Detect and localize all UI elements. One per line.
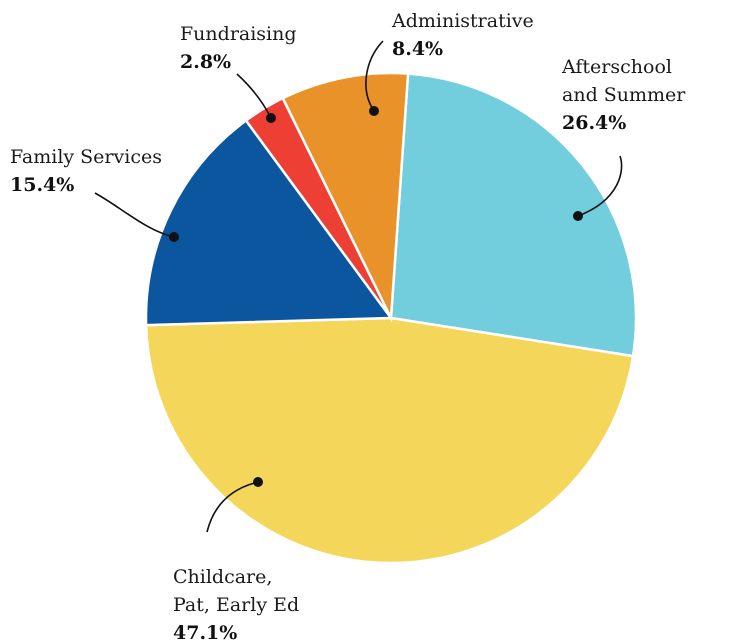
slice-label-line: Family Services: [10, 146, 162, 168]
leader-line-afterschool-and-summer: [577, 155, 623, 217]
slice-label-line: Fundraising: [180, 23, 297, 45]
slice-percent: 47.1%: [173, 622, 237, 642]
leader-dot-family-services: [169, 232, 179, 242]
slice-label-line: Afterschool: [561, 56, 672, 78]
leader-line-childcare-pat-early-ed: [206, 481, 259, 533]
slice-label-administrative: Administrative 8.4%: [391, 10, 534, 60]
slice-labels: Afterschool and Summer 26.4% Childcare, Pat,…: [10, 10, 686, 642]
leader-dot-afterschool-and-summer: [573, 211, 583, 221]
leader-dot-administrative: [369, 106, 379, 116]
slice-percent: 15.4%: [10, 174, 74, 196]
pie-slice-administrative: [281, 71, 410, 323]
pie-slice-family-services: [144, 118, 394, 327]
slice-percent: 2.8%: [180, 51, 231, 73]
leader-dot-childcare-pat-early-ed: [253, 477, 263, 487]
pie-slice-afterschool-and-summer: [389, 72, 638, 358]
slice-percent: 26.4%: [562, 112, 626, 134]
slice-label-line: and Summer: [562, 84, 686, 106]
slice-label-line: Pat, Early Ed: [173, 594, 299, 616]
slice-label-childcare-pat-early-ed: Childcare, Pat, Early Ed 47.1%: [173, 566, 299, 642]
label-leaders: [94, 40, 623, 533]
pie-slice-childcare-pat-early-ed: [144, 316, 635, 565]
slice-percent: 8.4%: [392, 38, 443, 60]
leader-line-family-services: [94, 192, 175, 238]
slice-label-line: Administrative: [391, 10, 534, 32]
pie-slices: [144, 71, 638, 565]
leader-line-administrative: [365, 40, 384, 112]
leader-dot-fundraising: [266, 113, 276, 123]
slice-label-afterschool-and-summer: Afterschool and Summer 26.4%: [561, 56, 686, 134]
slice-label-family-services: Family Services 15.4%: [10, 146, 162, 196]
slice-label-line: Childcare,: [173, 566, 272, 588]
slice-label-fundraising: Fundraising 2.8%: [180, 23, 297, 73]
